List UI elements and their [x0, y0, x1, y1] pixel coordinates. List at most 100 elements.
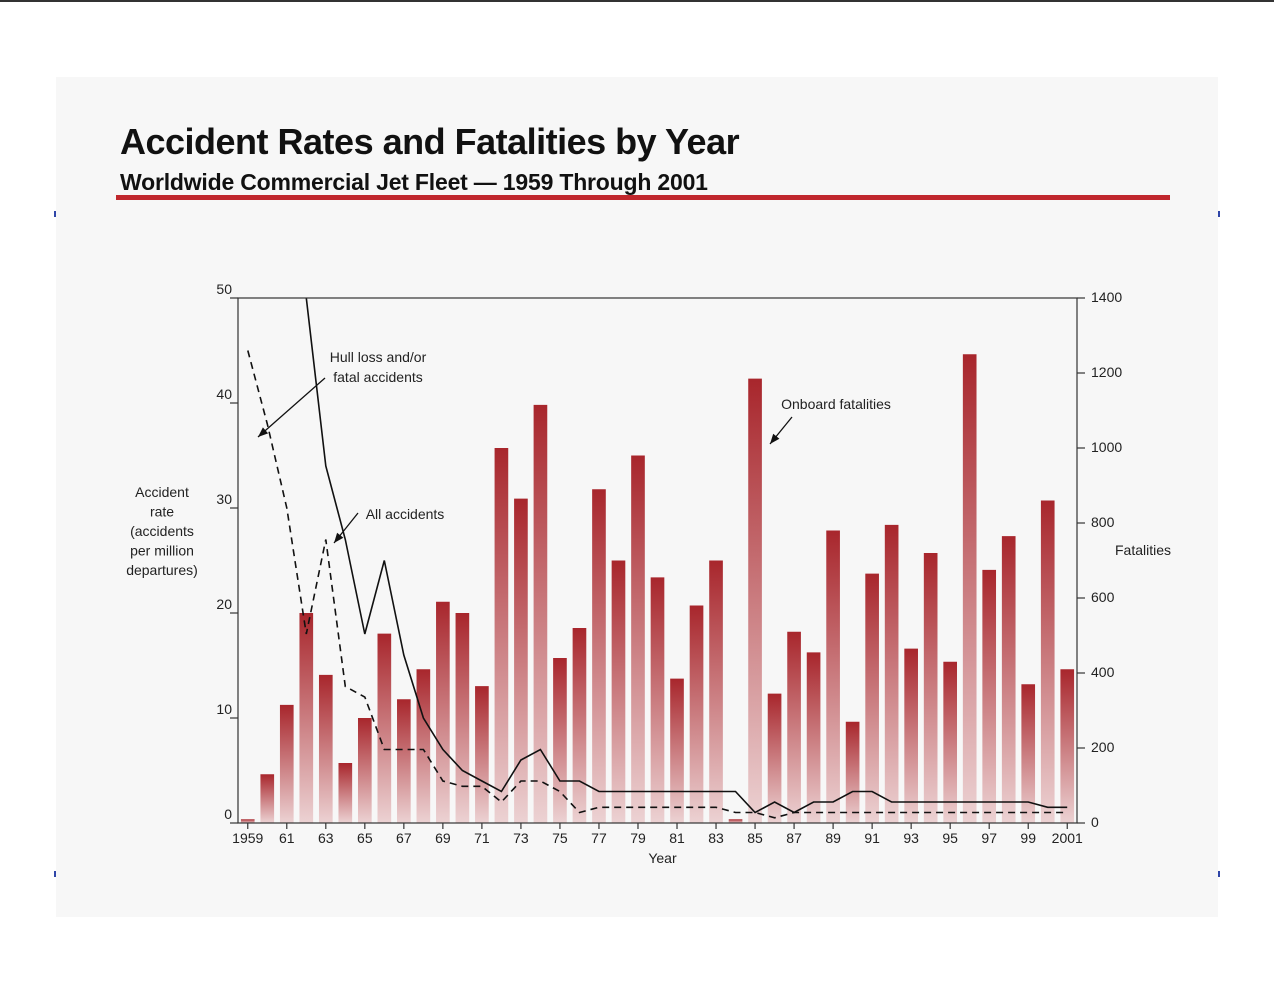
fatality-bar — [1060, 669, 1075, 823]
y-left-tick-label: 20 — [216, 596, 232, 612]
fatality-bar — [455, 613, 470, 823]
annotation-onboard-fatalities-arrowhead — [770, 433, 780, 444]
x-tick-label: 89 — [825, 830, 841, 846]
y-left-axis-title: (accidents — [130, 523, 194, 539]
x-tick-label: 77 — [591, 830, 607, 846]
x-tick-label: 83 — [708, 830, 724, 846]
y-right-tick-label: 800 — [1091, 514, 1115, 530]
fatality-bar — [357, 718, 372, 823]
chart-subtitle: Worldwide Commercial Jet Fleet — 1959 Th… — [120, 169, 708, 195]
fatality-bar — [1021, 684, 1036, 823]
fatality-bar — [553, 658, 567, 823]
x-tick-label: 1959 — [232, 830, 263, 846]
y-left-tick-label: 0 — [224, 806, 232, 822]
fatality-bar — [728, 819, 743, 823]
fatality-bar — [416, 669, 431, 823]
x-tick-label: 75 — [552, 830, 568, 846]
fatality-bar — [709, 560, 723, 823]
y-left-axis-title: Accident — [135, 484, 189, 500]
chart-labels: 0 10 20 30 40 50 0 200 400 600 800 1000 1200 1400 1959… — [126, 281, 1171, 866]
annotation-hull-loss-text: fatal accidents — [333, 369, 423, 385]
x-tick-label: 95 — [942, 830, 958, 846]
x-tick-label: 73 — [513, 830, 529, 846]
x-tick-label: 63 — [318, 830, 334, 846]
x-tick-label: 67 — [396, 830, 412, 846]
fatality-bar — [338, 763, 353, 823]
plot-frame — [237, 297, 1078, 824]
x-tick-label: 81 — [669, 830, 685, 846]
fatality-bar — [884, 524, 899, 823]
fatality-bar — [240, 819, 255, 823]
fatality-bar — [982, 569, 997, 823]
x-tick-label: 93 — [903, 830, 919, 846]
fatality-bar — [299, 613, 314, 823]
fatality-bar — [572, 628, 587, 823]
fatality-bar — [260, 774, 275, 823]
fatality-bar — [767, 693, 782, 823]
annotation-hull-loss-text: Hull loss and/or — [330, 349, 427, 365]
fatality-bar — [1040, 500, 1055, 823]
corner-mark — [1217, 211, 1220, 217]
fatality-bar — [436, 601, 450, 823]
fatality-bar — [494, 448, 509, 823]
fatality-bar — [611, 560, 626, 823]
fatality-bar — [943, 661, 958, 823]
annotation-all-accidents-arrowhead — [334, 532, 344, 543]
corner-mark — [54, 871, 57, 877]
chart-title: Accident Rates and Fatalities by Year — [120, 121, 740, 162]
fatality-bar — [397, 699, 411, 823]
fatality-bar — [1001, 536, 1016, 823]
annotation-hull-loss-pointer — [257, 377, 326, 438]
y-left-axis-title: departures) — [126, 562, 198, 578]
y-right-tick-label: 600 — [1091, 589, 1115, 605]
fatality-bar — [904, 648, 918, 823]
fatality-bar — [787, 631, 801, 823]
x-tick-label: 69 — [435, 830, 451, 846]
fatality-bar — [533, 404, 548, 823]
fatality-bars — [240, 354, 1075, 823]
fatality-bar — [631, 455, 645, 823]
corner-mark — [1217, 871, 1220, 877]
y-right-tick-label: 200 — [1091, 739, 1115, 755]
annotation-onboard-fatalities-text: Onboard fatalities — [781, 396, 891, 412]
title-rule — [116, 195, 1170, 200]
x-tick-label: 71 — [474, 830, 490, 846]
fatality-bar — [650, 577, 665, 823]
y-right-axis-title: Fatalities — [1115, 542, 1171, 558]
fatality-bar — [826, 530, 840, 823]
hull-loss-line — [247, 350, 1068, 819]
x-tick-label: 61 — [279, 830, 295, 846]
y-right-tick-label: 1200 — [1091, 364, 1122, 380]
fatality-bar — [475, 686, 489, 823]
x-tick-label: 79 — [630, 830, 646, 846]
fatality-bar — [845, 721, 860, 823]
fatality-bar — [689, 605, 704, 823]
fatality-bar — [279, 704, 294, 823]
fatality-bar — [514, 498, 528, 823]
annotation-all-accidents-text: All accidents — [366, 506, 445, 522]
chart-axes — [230, 297, 1085, 829]
x-tick-label: 91 — [864, 830, 880, 846]
fatality-bar — [318, 674, 333, 823]
x-tick-label: 97 — [981, 830, 997, 846]
y-left-axis-title: per million — [130, 543, 194, 559]
fatality-bar — [748, 378, 762, 823]
y-left-axis-title: rate — [150, 504, 174, 520]
fatality-bar — [806, 652, 821, 823]
y-right-tick-label: 0 — [1091, 814, 1099, 830]
fatality-bar — [670, 678, 684, 823]
y-right-tick-label: 1000 — [1091, 439, 1122, 455]
y-left-tick-label: 40 — [216, 386, 232, 402]
fatality-bar — [377, 633, 392, 823]
fatality-bar — [592, 489, 606, 823]
y-right-tick-label: 1400 — [1091, 289, 1122, 305]
y-left-tick-label: 10 — [216, 701, 232, 717]
y-left-tick-label: 50 — [216, 281, 232, 297]
all-accidents-line — [305, 297, 1068, 814]
fatality-bar — [865, 573, 879, 823]
x-tick-label: 2001 — [1052, 830, 1083, 846]
y-right-tick-label: 400 — [1091, 664, 1115, 680]
x-tick-label: 85 — [747, 830, 763, 846]
annotation-hull-loss-arrowhead — [258, 427, 269, 437]
